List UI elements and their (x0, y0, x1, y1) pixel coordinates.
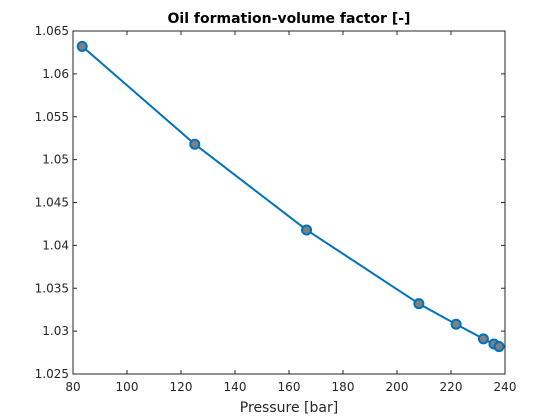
y-tick-label: 1.05 (42, 153, 69, 167)
x-tick-label: 200 (386, 380, 409, 394)
x-tick-label: 220 (440, 380, 463, 394)
data-point (189, 138, 201, 150)
plot-area (73, 31, 505, 374)
y-axis-ticks: 1.025 1.03 1.035 1.04 1.045 1.05 1.055 1.06 1.06… (35, 24, 505, 381)
data-point (450, 318, 462, 330)
x-tick-label: 160 (278, 380, 301, 394)
x-tick-label: 240 (494, 380, 517, 394)
data-point (477, 333, 489, 345)
data-point (493, 341, 505, 353)
x-tick-label: 80 (65, 380, 80, 394)
y-tick-label: 1.065 (35, 24, 69, 38)
y-tick-label: 1.035 (35, 281, 69, 295)
y-tick-label: 1.055 (35, 110, 69, 124)
y-tick-label: 1.025 (35, 367, 69, 381)
x-tick-label: 180 (332, 380, 355, 394)
x-axis-label: Pressure [bar] (240, 400, 338, 416)
data-series (76, 40, 505, 353)
data-point (413, 298, 425, 310)
x-tick-label: 140 (224, 380, 247, 394)
data-point (301, 224, 313, 236)
chart-title: Oil formation-volume factor [-] (168, 11, 411, 27)
y-tick-label: 1.06 (42, 67, 69, 81)
x-axis-ticks: 80 100 120 140 160 180 200 220 240 (65, 31, 516, 394)
axes-box (72, 30, 506, 375)
y-tick-label: 1.045 (35, 196, 69, 210)
y-tick-label: 1.04 (42, 238, 69, 252)
data-point (76, 40, 88, 52)
x-tick-label: 120 (170, 380, 193, 394)
x-tick-label: 100 (116, 380, 139, 394)
y-tick-label: 1.03 (42, 324, 69, 338)
